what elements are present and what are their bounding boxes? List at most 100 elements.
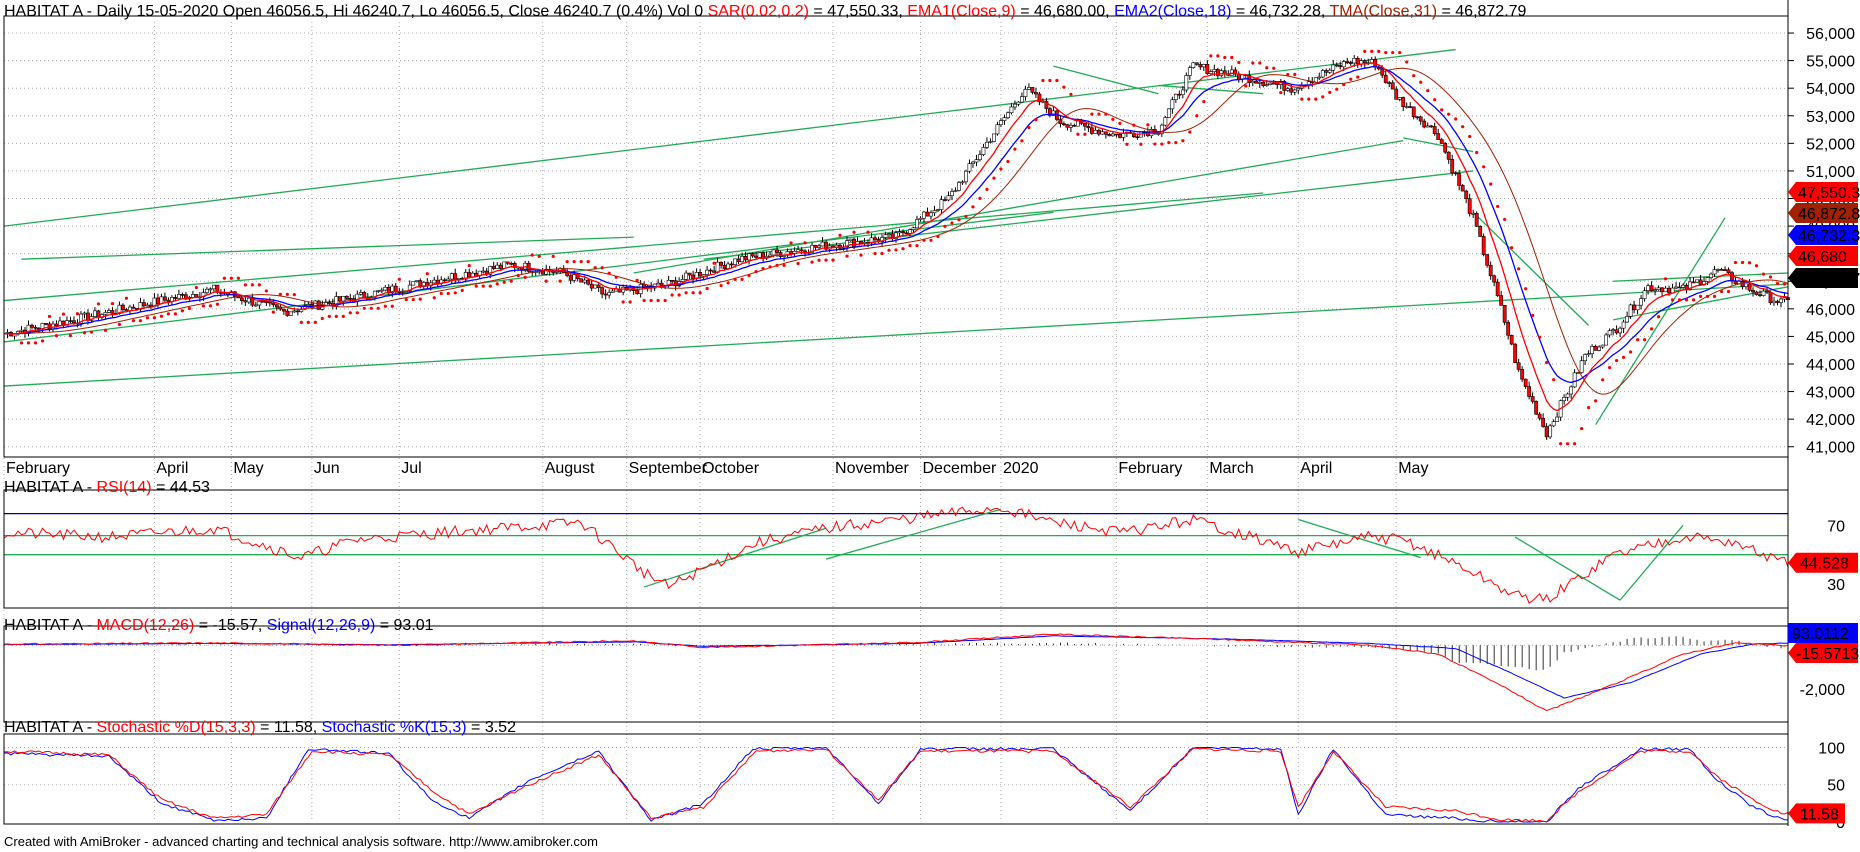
candle-body xyxy=(278,306,283,310)
candle-body xyxy=(708,269,713,272)
sar-dot xyxy=(1656,315,1661,319)
candle-body xyxy=(778,252,783,257)
sar-dot xyxy=(1237,60,1241,65)
sar-dot xyxy=(1587,406,1591,410)
candle-body xyxy=(1103,131,1108,135)
stoch-value-tag xyxy=(1788,803,1845,824)
sar-dot xyxy=(1146,123,1150,127)
candle-body xyxy=(880,237,884,243)
candle-body xyxy=(1201,64,1206,68)
candle-body xyxy=(946,195,951,201)
sar-dot xyxy=(299,320,303,324)
sar-dot xyxy=(733,277,737,281)
candle-body xyxy=(316,300,321,310)
candle-body xyxy=(1509,335,1514,345)
sar-dot xyxy=(166,312,171,316)
candle-body xyxy=(719,261,723,266)
month-label: April xyxy=(1300,460,1332,477)
candle-body xyxy=(505,261,510,264)
candle-body xyxy=(964,170,968,183)
sar-dot xyxy=(1041,78,1045,83)
sar-dot xyxy=(145,316,150,320)
candle-body xyxy=(582,279,587,283)
candle-body xyxy=(1348,62,1353,64)
candle-body xyxy=(1159,124,1164,134)
sar-dot xyxy=(110,301,115,306)
sar-dot xyxy=(1356,75,1360,79)
candle-body xyxy=(1600,344,1605,348)
candle-body xyxy=(30,324,34,328)
macd-value-tag xyxy=(1788,643,1858,663)
candle-body xyxy=(897,231,902,234)
candle-body xyxy=(1530,396,1535,402)
candle-body xyxy=(1289,88,1294,93)
sar-dot xyxy=(754,270,758,274)
sar-dot xyxy=(495,282,499,286)
sar-dot xyxy=(950,221,954,225)
header-segment: HABITAT A - xyxy=(4,617,96,634)
stoch-tick-label: 0 xyxy=(1836,815,1845,832)
candle-body xyxy=(796,249,800,252)
month-label: August xyxy=(545,460,595,477)
sar-dot xyxy=(1733,260,1738,265)
sar-dot xyxy=(1370,49,1374,53)
sar-dot xyxy=(124,296,129,300)
candle-body xyxy=(1586,353,1591,355)
sar-dot xyxy=(922,238,926,242)
indicator-layer xyxy=(3,49,1789,823)
sar-dot xyxy=(768,265,772,269)
header-segment: EMA1(Close,9) xyxy=(907,3,1015,20)
candle-body xyxy=(722,264,727,269)
sar-dot xyxy=(621,300,625,304)
sar-dot xyxy=(1468,134,1472,139)
candle-body xyxy=(145,304,150,307)
candle-body xyxy=(1034,92,1038,95)
sar-dot xyxy=(1677,298,1682,302)
candle-body xyxy=(1705,277,1710,282)
sar-dot xyxy=(502,280,506,284)
candle-body xyxy=(1625,316,1629,323)
candle-body xyxy=(1761,290,1766,296)
candle-body xyxy=(1422,120,1427,128)
candle-body xyxy=(701,274,706,277)
candle-body xyxy=(1674,286,1678,289)
candle-body xyxy=(1709,273,1713,278)
candle-body xyxy=(1439,139,1444,144)
candle-body xyxy=(974,159,979,163)
sar-dot xyxy=(586,260,590,264)
candle-body xyxy=(1072,125,1077,127)
sar-dot xyxy=(880,251,884,256)
candle-body xyxy=(215,284,220,293)
candle-body xyxy=(1296,88,1301,91)
sar-dot xyxy=(705,286,709,291)
candle-body xyxy=(1016,101,1021,105)
trendline xyxy=(1158,84,1264,95)
sar-dot xyxy=(824,258,828,262)
price-tag-close xyxy=(1788,268,1858,288)
sar-dot xyxy=(1377,49,1381,53)
sar-dot xyxy=(1153,142,1157,146)
sar-dot xyxy=(1167,141,1171,145)
sar-dot xyxy=(1111,117,1115,121)
header-segment: = 46,680.00, xyxy=(1016,3,1114,20)
candle-body xyxy=(96,310,101,318)
rsi-tick-label: 70 xyxy=(1827,518,1845,535)
candle-body xyxy=(894,232,898,239)
candle-body xyxy=(1436,133,1441,140)
sar-dot xyxy=(1104,112,1108,116)
rsi-trendline xyxy=(1298,518,1421,559)
sar-dot xyxy=(1349,77,1353,81)
sar-dot xyxy=(684,291,688,295)
candle-body xyxy=(1649,285,1654,292)
candle-body xyxy=(1257,81,1262,84)
sar-dot xyxy=(1475,150,1479,155)
candle-body xyxy=(1555,416,1560,422)
candle-body xyxy=(1677,286,1682,289)
sar-dot xyxy=(936,234,940,239)
candle-body xyxy=(726,263,730,269)
price-tag-label-ema1: 46,680 xyxy=(1798,249,1847,266)
candle-body xyxy=(799,249,804,252)
candle-body xyxy=(1432,126,1437,134)
sar-dot xyxy=(964,214,968,219)
footer-credit: Created with AmiBroker - advanced charti… xyxy=(4,834,598,849)
